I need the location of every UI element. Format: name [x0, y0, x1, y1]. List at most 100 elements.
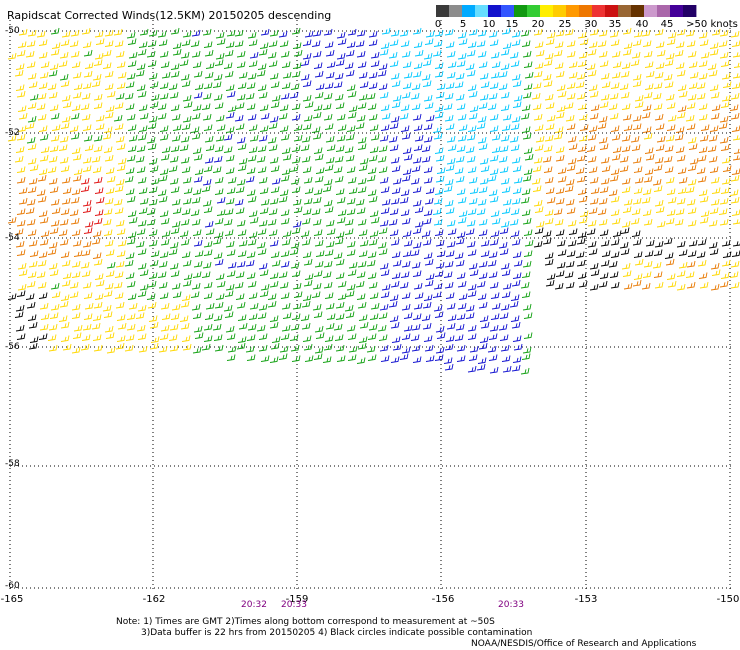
wind-barb — [564, 102, 574, 109]
wind-barb — [522, 346, 532, 354]
wind-barb — [467, 365, 477, 373]
wind-barb — [171, 134, 181, 142]
wind-barb — [413, 62, 423, 69]
wind-barb — [203, 249, 213, 256]
wind-barb — [61, 94, 71, 102]
wind-barb — [456, 60, 466, 67]
wind-barb — [500, 344, 510, 352]
wind-barb — [246, 334, 256, 341]
wind-barb — [355, 198, 365, 206]
wind-barb — [289, 334, 299, 341]
wind-barb — [315, 332, 325, 339]
wind-barb — [488, 333, 498, 340]
wind-barb — [487, 103, 497, 110]
wind-barb — [312, 50, 322, 58]
note-line-2: 3)Data buffer is 22 hrs from 20150205 4)… — [141, 628, 533, 638]
wind-barb — [335, 301, 345, 309]
wind-barb — [193, 70, 203, 78]
wind-barb — [312, 218, 322, 226]
wind-barb — [378, 227, 388, 234]
wind-barb — [148, 239, 158, 247]
wind-barb — [414, 220, 424, 228]
wind-barb — [160, 217, 170, 225]
wind-barb — [676, 111, 686, 119]
wind-barb — [568, 143, 578, 150]
lon-label-156w: -156 — [431, 594, 455, 605]
wind-barb — [291, 227, 301, 234]
wind-barb — [663, 237, 673, 245]
wind-barb — [346, 249, 356, 256]
wind-barb — [564, 271, 574, 278]
wind-barb — [158, 39, 168, 46]
wind-barb — [323, 260, 333, 268]
wind-barb — [358, 336, 368, 343]
wind-barb — [610, 281, 620, 289]
wind-barb — [29, 336, 39, 343]
wind-barb — [565, 198, 575, 206]
wind-barb — [281, 82, 291, 89]
wind-barb — [532, 165, 542, 172]
wind-barb — [490, 313, 500, 320]
wind-barb — [553, 208, 563, 215]
wind-barb — [597, 122, 607, 129]
wind-barb — [356, 114, 366, 122]
lat-label-58s: -58 — [5, 459, 20, 469]
wind-barb — [612, 146, 622, 153]
wind-barb — [664, 81, 674, 88]
wind-barb — [708, 219, 718, 227]
wind-barb — [534, 206, 544, 213]
wind-barb — [521, 291, 531, 298]
wind-barb — [663, 73, 673, 81]
wind-barb — [621, 103, 631, 110]
wind-barb — [304, 355, 314, 362]
colorbar-swatch — [462, 5, 476, 17]
wind-barb — [323, 343, 333, 351]
wind-barb — [333, 323, 343, 331]
wind-barb — [347, 28, 357, 36]
wind-barb — [478, 301, 488, 309]
wind-barb — [687, 136, 697, 144]
wind-barb — [49, 269, 59, 276]
wind-barb — [237, 82, 247, 89]
wind-barb — [367, 251, 377, 258]
wind-barb — [555, 111, 565, 119]
wind-barb — [202, 28, 212, 36]
wind-barb — [183, 273, 193, 280]
wind-barb — [214, 145, 224, 152]
wind-barb — [171, 303, 181, 311]
wind-barb — [214, 301, 224, 309]
colorbar-swatch — [436, 5, 450, 17]
wind-barb — [575, 81, 585, 88]
colorbar-label-0: 0 — [434, 19, 442, 30]
wind-barb — [644, 250, 654, 257]
lat-label-50s: -50 — [5, 26, 20, 36]
wind-barb — [490, 210, 500, 217]
wind-barb — [443, 271, 453, 278]
wind-barb — [512, 165, 522, 172]
wind-barb — [270, 165, 280, 172]
wind-barb — [479, 315, 489, 322]
wind-barb — [179, 144, 189, 151]
wind-barb — [576, 154, 586, 162]
wind-barb — [367, 333, 377, 340]
wind-barb — [202, 92, 212, 100]
wind-barb — [203, 281, 213, 289]
wind-barb — [443, 185, 453, 192]
wind-barb — [37, 259, 47, 267]
wind-barb — [512, 251, 522, 258]
wind-barb — [711, 104, 721, 111]
wind-barb — [267, 136, 277, 144]
wind-barb — [314, 175, 324, 183]
wind-barb — [116, 314, 126, 321]
wind-barb — [435, 175, 445, 183]
wind-barb — [611, 50, 621, 58]
wind-barb — [104, 40, 114, 47]
wind-barb — [326, 61, 336, 68]
wind-barb — [666, 273, 676, 280]
wind-barb — [355, 122, 365, 129]
wind-barb — [191, 218, 201, 226]
wind-barb — [38, 292, 48, 299]
wind-barb — [598, 136, 608, 144]
wind-barb — [147, 280, 157, 288]
wind-barb — [403, 324, 413, 332]
